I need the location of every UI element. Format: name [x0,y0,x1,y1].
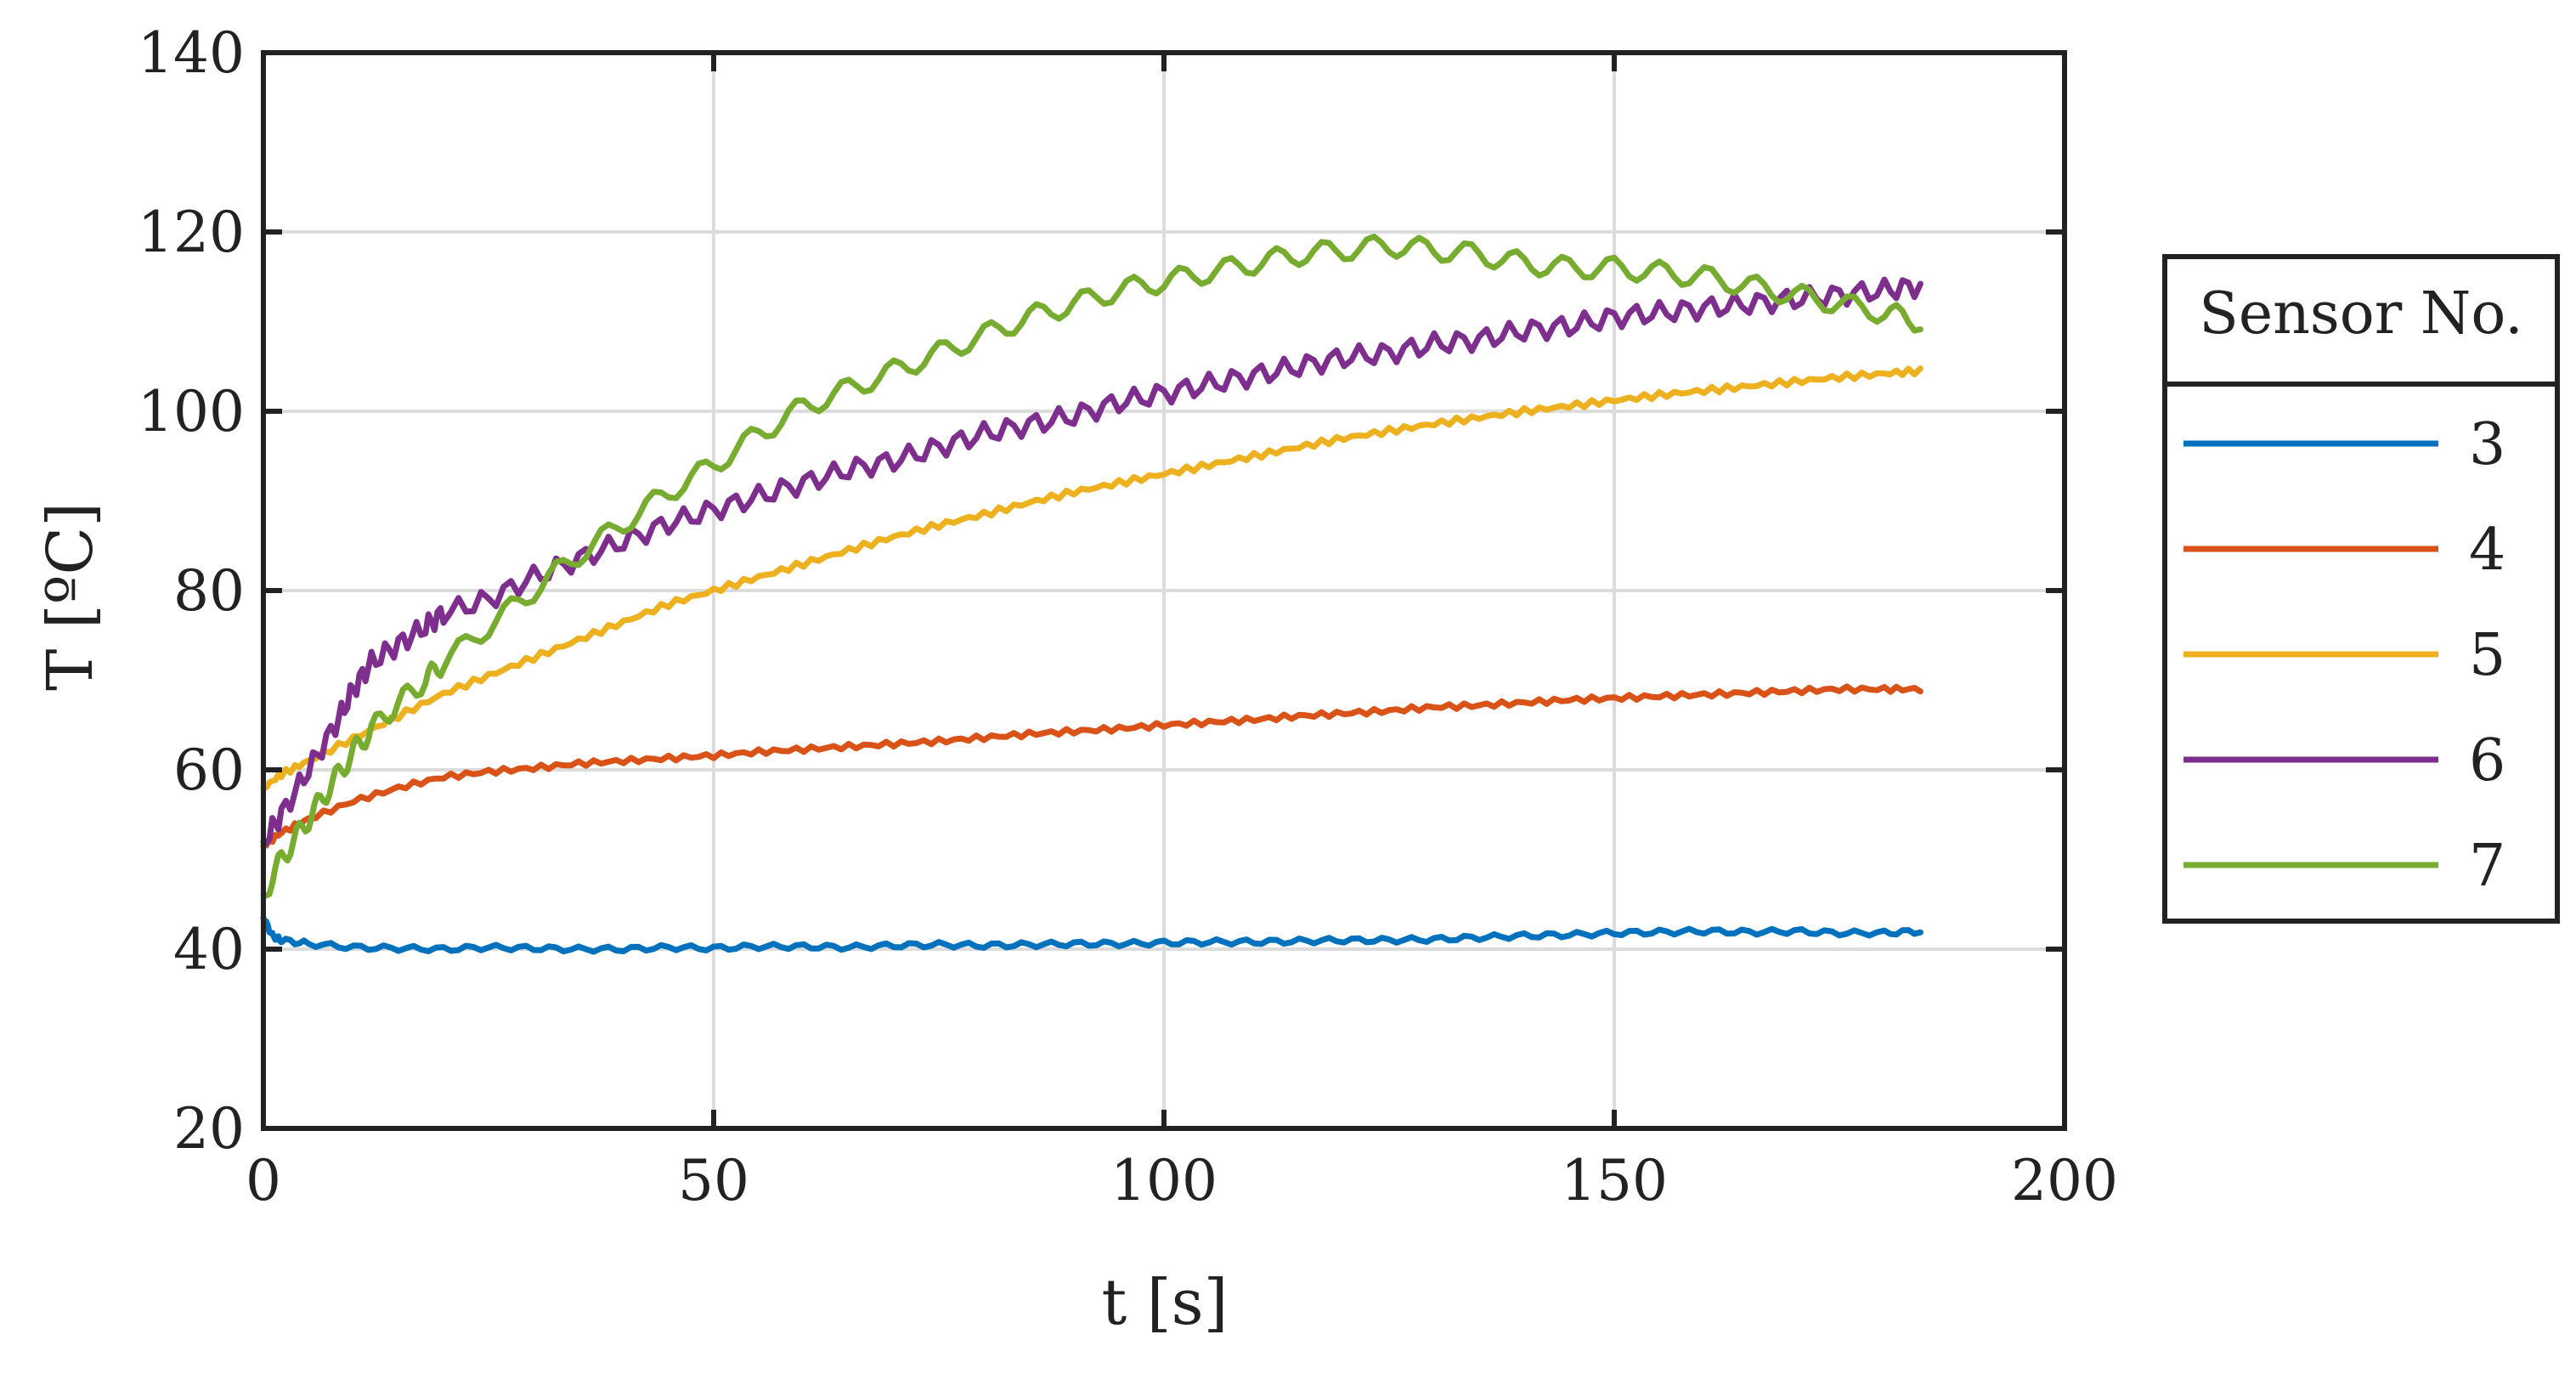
x-axis-label: t [s] [1102,1266,1229,1339]
y-tick-label: 140 [138,20,245,86]
series-line-4 [260,683,1924,850]
legend: Sensor No. 3 4 5 6 7 [2162,254,2560,924]
legend-items: 3 4 5 6 7 [2183,411,2505,900]
series-line-6 [260,276,1924,846]
x-tick-label: 100 [1110,1148,1217,1213]
y-tick-label: 100 [138,379,245,444]
x-tick-label: 150 [1561,1148,1668,1213]
tick-labels: 0 50 100 150 200 20 40 60 80 100 120 140 [138,20,2118,1213]
x-tick-label: 50 [678,1148,749,1213]
legend-label-4: 4 [2469,517,2505,584]
x-tick-label: 0 [246,1148,281,1213]
x-tick-label: 200 [2011,1148,2118,1213]
y-tick-label: 80 [173,558,245,624]
legend-label-7: 7 [2469,833,2505,900]
y-tick-label: 20 [173,1096,245,1162]
series-line-7 [260,233,1924,899]
series-lines [260,233,1924,955]
axes [261,50,2067,1131]
series-line-5 [260,365,1924,791]
legend-box [2162,254,2560,924]
series-line-3 [260,914,1924,955]
y-tick-label: 40 [173,917,245,982]
y-tick-label: 60 [173,738,245,803]
grid-lines [263,53,2065,1128]
y-axis-label: T [ºC] [34,502,107,691]
legend-label-5: 5 [2469,622,2505,689]
legend-label-3: 3 [2469,411,2505,478]
legend-title: Sensor No. [2199,280,2522,348]
y-tick-label: 120 [138,200,245,265]
legend-label-6: 6 [2469,727,2505,794]
